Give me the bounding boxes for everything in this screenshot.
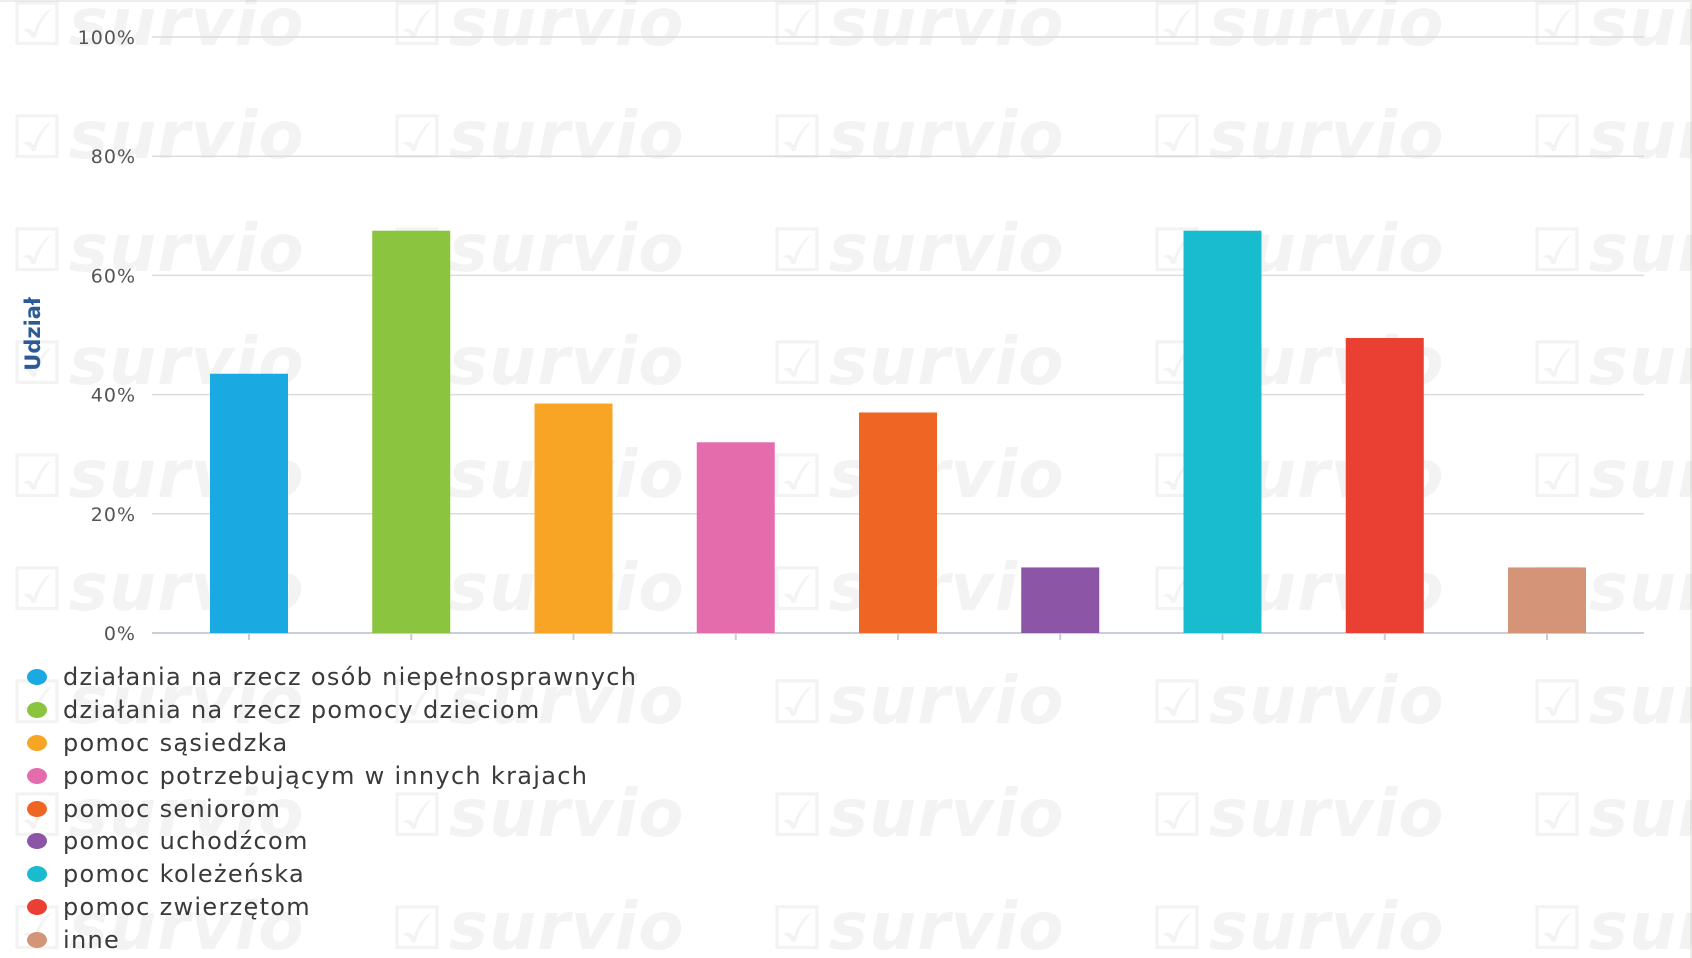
y-tick-label: 100% <box>78 27 136 49</box>
legend-item: pomoc uchodźcom <box>27 825 637 858</box>
legend-item: pomoc zwierzętom <box>27 891 637 924</box>
legend-marker <box>27 833 47 850</box>
bar <box>859 412 937 633</box>
legend-item: pomoc seniorom <box>27 792 637 825</box>
legend-item: działania na rzecz pomocy dzieciom <box>27 694 637 727</box>
y-tick-label: 0% <box>104 623 136 645</box>
legend-marker <box>27 669 47 686</box>
bar <box>696 442 775 633</box>
legend-marker <box>27 866 47 883</box>
y-tick-label: 60% <box>91 265 136 287</box>
bar <box>534 403 613 633</box>
y-tick-label: 80% <box>91 146 136 168</box>
legend-marker <box>27 931 47 948</box>
y-tick-label: 40% <box>91 385 136 407</box>
bar <box>1345 337 1424 633</box>
bars <box>210 230 1586 640</box>
legend-label: pomoc seniorom <box>63 794 282 823</box>
legend-item: pomoc sąsiedzka <box>27 727 637 760</box>
legend-label: działania na rzecz osób niepełnosprawnyc… <box>63 663 638 692</box>
legend-item: inne <box>27 923 637 956</box>
legend-marker <box>27 767 47 784</box>
legend-label: pomoc potrzebującym w innych krajach <box>63 761 589 790</box>
legend: działania na rzecz osób niepełnosprawnyc… <box>27 661 637 956</box>
legend-label: pomoc koleżeńska <box>63 860 306 889</box>
bar <box>1021 567 1100 633</box>
legend-label: inne <box>63 925 121 954</box>
bar <box>210 373 288 633</box>
legend-item: pomoc koleżeńska <box>27 858 637 891</box>
bar <box>1183 230 1262 633</box>
y-axis-ticks: 0% 20% 40% 60% 80% 100% <box>78 27 136 645</box>
y-tick-label: 20% <box>91 504 136 526</box>
legend-item: pomoc potrzebującym w innych krajach <box>27 759 637 792</box>
legend-label: pomoc sąsiedzka <box>63 728 289 757</box>
bar <box>1508 567 1586 633</box>
legend-item: działania na rzecz osób niepełnosprawnyc… <box>27 661 637 694</box>
y-axis-label: Udział <box>21 296 45 371</box>
legend-label: pomoc uchodźcom <box>63 827 309 856</box>
legend-label: działania na rzecz pomocy dzieciom <box>63 696 541 725</box>
legend-marker <box>27 734 47 751</box>
legend-label: pomoc zwierzętom <box>63 892 311 921</box>
bar <box>372 230 451 633</box>
legend-marker <box>27 800 47 817</box>
legend-marker <box>27 702 47 719</box>
legend-marker <box>27 898 47 915</box>
